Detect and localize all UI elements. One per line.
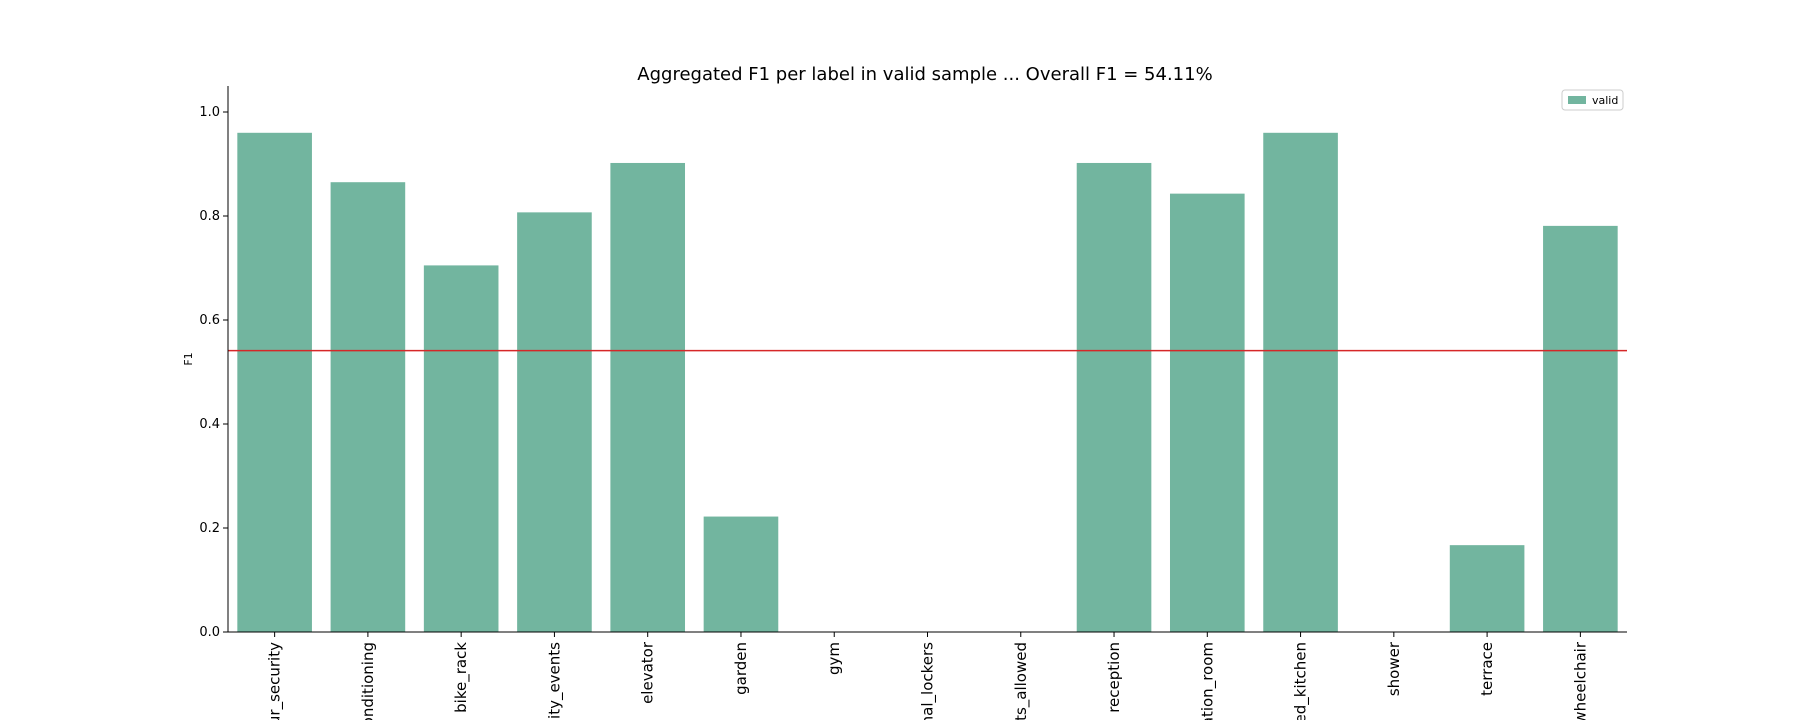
bar-onditioning bbox=[330, 182, 406, 632]
x-ticks-layer: ur_security onditioning bike_rack nity_even… bbox=[266, 632, 1589, 725]
x-tick-label: terrace bbox=[1478, 642, 1496, 696]
x-tick-label: ed_kitchen bbox=[1292, 642, 1311, 720]
x-tick-label: nity_events bbox=[545, 642, 564, 720]
bar-bike_rack bbox=[423, 265, 499, 632]
y-tick-label: 1.0 bbox=[199, 105, 220, 120]
bar-elevator bbox=[610, 162, 686, 632]
x-tick-label: reception bbox=[1105, 642, 1123, 713]
x-tick-label: shower bbox=[1385, 641, 1403, 696]
legend-box bbox=[1561, 89, 1624, 111]
y-tick-label: 0.6 bbox=[199, 313, 220, 328]
bar-ation_room bbox=[1169, 193, 1245, 632]
bar-terrace bbox=[1449, 545, 1525, 632]
legend-label: valid bbox=[1592, 94, 1618, 107]
y-tick-label: 0.0 bbox=[199, 625, 220, 640]
y-axis-label: F1 bbox=[182, 352, 195, 365]
y-tick-label: 0.2 bbox=[199, 521, 220, 536]
legend: valid bbox=[1561, 89, 1624, 111]
x-tick-label: nal_lockers bbox=[919, 642, 938, 720]
legend-swatch bbox=[1568, 96, 1586, 104]
bar-ed_kitchen bbox=[1263, 132, 1338, 633]
bar-ur_security bbox=[237, 132, 312, 633]
bar-nity_events bbox=[517, 212, 592, 633]
bars-layer bbox=[237, 132, 1618, 633]
x-tick-label: garden bbox=[732, 642, 750, 695]
x-tick-label: ation_room bbox=[1198, 642, 1217, 720]
x-tick-label: ur_security bbox=[266, 642, 285, 720]
y-tick-label: 0.8 bbox=[199, 209, 220, 224]
x-tick-label: onditioning bbox=[359, 642, 377, 720]
x-tick-label: ts_allowed bbox=[1012, 642, 1031, 720]
x-tick-label: elevator bbox=[639, 641, 657, 704]
y-ticks-layer: 0.0 0.2 0.4 0.6 0.8 1.0 bbox=[199, 105, 228, 640]
x-tick-label: bike_rack bbox=[452, 642, 471, 713]
x-tick-label: gym bbox=[825, 642, 843, 675]
chart-title: Aggregated F1 per label in valid sample … bbox=[637, 64, 1212, 85]
y-tick-label: 0.4 bbox=[199, 417, 220, 432]
bar-reception bbox=[1076, 162, 1152, 632]
bar-wheelchair bbox=[1543, 225, 1618, 632]
bar-garden bbox=[703, 516, 779, 632]
x-tick-label: wheelchair bbox=[1571, 641, 1589, 720]
